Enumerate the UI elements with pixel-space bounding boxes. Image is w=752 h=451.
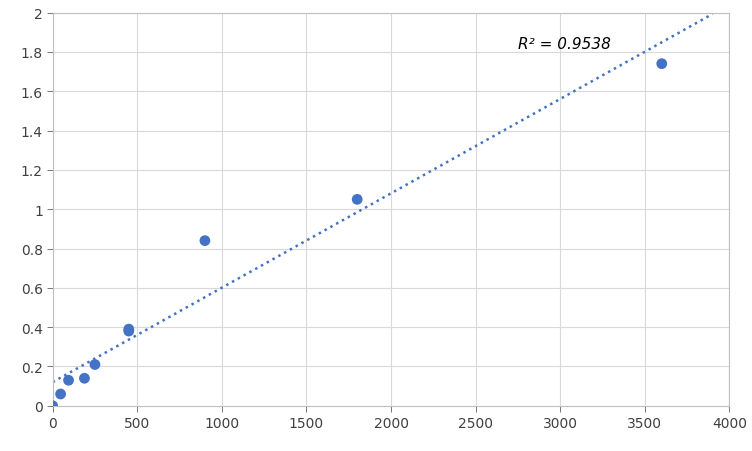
Point [47, 402, 59, 410]
Point [199, 238, 211, 245]
Point [62, 377, 74, 384]
Point [351, 196, 363, 203]
Point [55, 391, 67, 398]
Text: R² = 0.9538: R² = 0.9538 [518, 37, 611, 52]
Point [123, 326, 135, 333]
Point [89, 361, 101, 368]
Point [78, 375, 90, 382]
Point [123, 328, 135, 335]
Point [656, 61, 668, 68]
